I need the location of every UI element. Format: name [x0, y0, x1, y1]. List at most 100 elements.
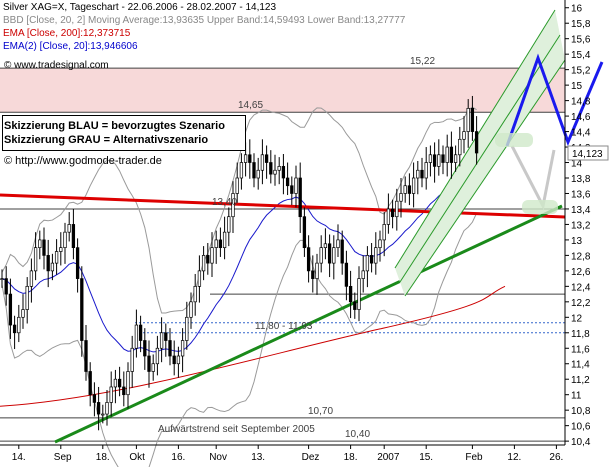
lower-band: [1, 213, 478, 467]
candle-body: [105, 402, 109, 415]
candle-body: [12, 324, 17, 334]
candle-body: [88, 371, 92, 396]
candle-body: [67, 224, 71, 233]
candle-body: [273, 169, 277, 175]
candle-body: [420, 169, 424, 179]
channel-lower: [404, 59, 566, 297]
resistance-trendline: [0, 193, 566, 219]
y-tick-label: 15: [571, 81, 583, 92]
candle-body: [428, 154, 433, 163]
y-tick-label: 12: [571, 313, 583, 324]
candle-body: [71, 224, 76, 249]
candle-body: [340, 239, 344, 264]
level-label: 10,40: [345, 429, 370, 440]
candle-body: [306, 247, 311, 272]
candle-body: [92, 394, 97, 403]
candle-body: [264, 154, 269, 163]
candle-body: [357, 278, 361, 310]
uptrend-annotation: Aufwärtstrend seit September 2005: [158, 424, 315, 435]
candle-body: [378, 239, 382, 249]
legend-ema20: EMA(2) [Close, 20]:13,946606: [3, 41, 138, 52]
y-tick-label: 11,4: [571, 360, 590, 371]
candle-body: [344, 262, 349, 287]
x-tick-label: Feb: [465, 452, 483, 463]
candle-body: [416, 169, 420, 179]
candle-body: [462, 131, 466, 140]
candle-body: [353, 301, 357, 310]
y-tick-label: 12,2: [571, 298, 591, 309]
channel-mid: [399, 34, 561, 283]
candle-body: [252, 162, 256, 179]
candle-body: [449, 146, 454, 163]
candle-body: [437, 154, 441, 167]
y-tick-label: 14: [571, 159, 583, 170]
candle-body: [227, 216, 231, 233]
y-tick-label: 15,8: [571, 19, 591, 30]
candle-body: [235, 177, 239, 194]
candle-body: [458, 138, 462, 156]
candle-body: [143, 340, 147, 357]
candle-body: [109, 386, 113, 403]
candle-body: [122, 386, 126, 396]
candle-body: [399, 193, 403, 202]
candle-body: [176, 355, 181, 365]
candle-body: [96, 402, 101, 415]
last-price-box: [567, 145, 609, 161]
candle-body: [101, 413, 105, 416]
candle-body: [285, 177, 290, 187]
candle-body: [277, 166, 281, 171]
uptrend-line: [54, 204, 563, 444]
candle-body: [21, 309, 25, 318]
level-label: 11,80 - 11,93: [255, 321, 313, 332]
candle-body: [29, 270, 34, 287]
candle-body: [248, 154, 252, 163]
y-tick-label: 11,2: [571, 375, 590, 386]
candle-body: [445, 146, 449, 163]
y-tick-label: 14,6: [571, 112, 591, 123]
y-tick-label: 10,8: [571, 406, 591, 417]
candle-body: [403, 185, 407, 194]
level-label: 14,65: [238, 100, 263, 111]
candle-body: [180, 340, 185, 357]
candle-body: [189, 301, 193, 318]
y-tick-label: 11,8: [571, 329, 590, 340]
y-tick-label: 12,8: [571, 251, 591, 262]
candle-body: [206, 255, 210, 264]
y-tick-label: 13,2: [571, 220, 591, 231]
candle-body: [59, 247, 63, 252]
y-tick-label: 13,4: [571, 205, 591, 216]
candle-body: [130, 347, 134, 372]
x-tick-label: 18.: [344, 452, 358, 463]
highlight-marker: [495, 133, 533, 147]
y-tick-label: 15,2: [571, 66, 591, 77]
y-tick-label: 15,6: [571, 35, 591, 46]
legend-title: Silver XAG=X, Tageschart - 22.06.2006 - …: [3, 2, 277, 13]
candle-body: [327, 243, 332, 264]
level-label: 10,70: [308, 406, 333, 417]
y-tick-label: 11: [571, 391, 582, 402]
upper-band: [1, 106, 477, 314]
x-tick-label: Dez: [302, 452, 320, 463]
candle-body: [336, 239, 340, 249]
candle-body: [281, 166, 286, 179]
candle-body: [4, 278, 8, 295]
candle-body: [269, 162, 273, 175]
y-tick-label: 14,8: [571, 97, 591, 108]
candle-body: [365, 255, 370, 272]
candle-body: [231, 193, 235, 218]
x-tick-label: 12.: [507, 452, 521, 463]
highlight-marker: [522, 200, 558, 214]
y-tick-label: 10,4: [571, 437, 591, 448]
candle-body: [126, 371, 130, 396]
candle-body: [260, 154, 265, 171]
candle-body: [33, 247, 38, 272]
watermark-tradesignal: © www.tradesignal.com: [4, 60, 109, 71]
candle-body: [117, 378, 122, 388]
website-link: © http://www.godmode-trader.de: [4, 155, 162, 167]
y-tick-label: 14,4: [571, 128, 591, 139]
y-tick-label: 11,6: [571, 344, 590, 355]
candle-body: [147, 355, 151, 372]
candle-body: [42, 239, 46, 256]
candle-body: [113, 378, 118, 388]
y-tick-label: 12,4: [571, 282, 591, 293]
